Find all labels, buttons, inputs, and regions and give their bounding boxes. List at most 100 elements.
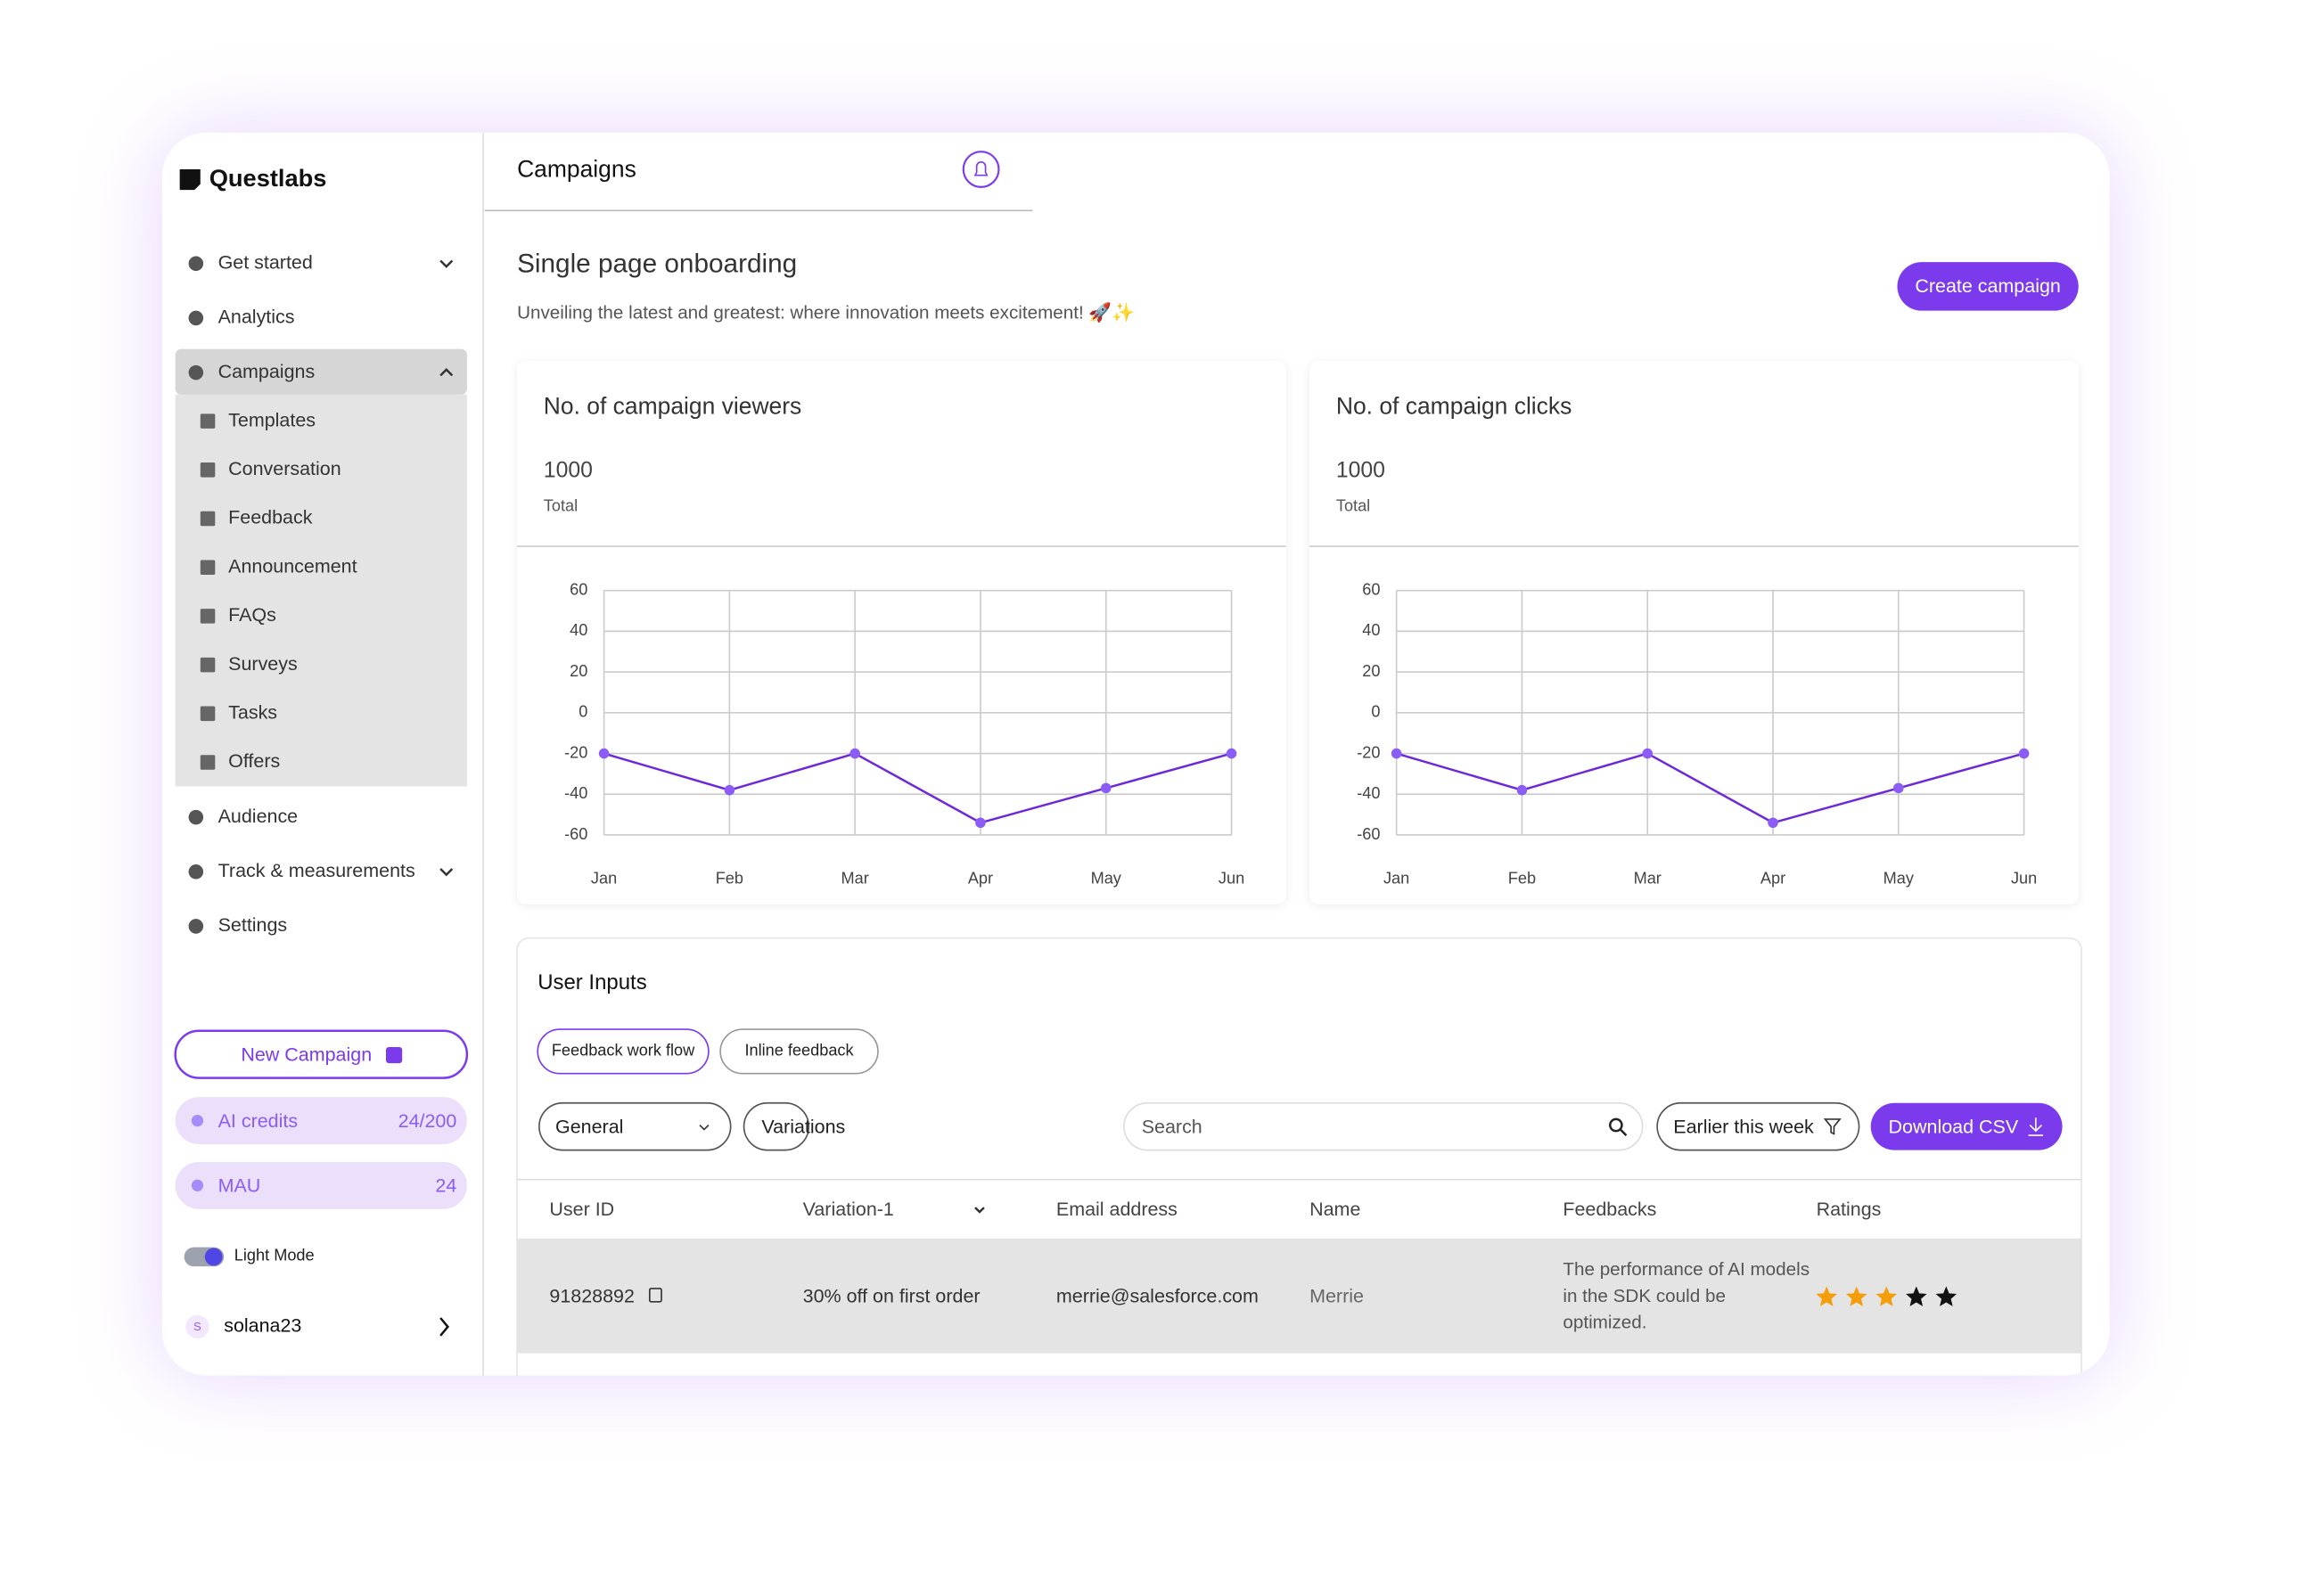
filter-icon [1823, 1118, 1842, 1135]
chart-card [517, 360, 1286, 904]
chevron [439, 1317, 450, 1337]
search-icon [1608, 1117, 1623, 1133]
nav-item[interactable]: Audience [218, 806, 299, 827]
submenu-item[interactable]: Announcement [228, 555, 357, 577]
tab-label: Feedback work flow [552, 1042, 695, 1060]
y-tick-label: 20 [570, 662, 587, 680]
nav-item[interactable]: Campaigns [218, 361, 316, 382]
nav-icon [200, 413, 216, 429]
point [598, 748, 610, 759]
submenu-item[interactable]: Templates [228, 409, 316, 430]
point [1100, 782, 1112, 794]
y-tick-label: -60 [1357, 825, 1380, 843]
nav-icon [200, 755, 216, 770]
y-tick-label: -60 [564, 825, 587, 843]
chevron [699, 1124, 710, 1131]
y-tick-label: 60 [570, 580, 587, 598]
create-button[interactable] [1897, 262, 2079, 311]
copy-icon[interactable] [648, 1288, 662, 1303]
column-header: Name [1309, 1199, 1360, 1220]
x-tick-label: Jun [1219, 869, 1244, 887]
nav-item[interactable]: Get started [218, 251, 313, 273]
search[interactable] [1123, 1101, 1644, 1151]
nav-icon [188, 809, 204, 825]
submenu-item[interactable]: Conversation [228, 458, 341, 479]
chart-total: 1000 [1336, 458, 1385, 482]
chart-title: No. of campaign clicks [1336, 393, 1572, 420]
cell: 30% off on first order [803, 1286, 981, 1307]
nav-item[interactable]: Analytics [218, 307, 295, 328]
date-filter[interactable] [1656, 1101, 1860, 1151]
point [2018, 748, 2030, 759]
tab[interactable] [537, 1028, 710, 1075]
column-header: Variation-1 [803, 1199, 894, 1220]
star [1845, 1286, 1867, 1306]
star [1935, 1286, 1957, 1306]
select[interactable] [538, 1101, 732, 1151]
column-header: User ID [549, 1199, 614, 1220]
search-icon [1619, 1128, 1628, 1136]
bell-icon [973, 161, 989, 176]
download-icon [2028, 1117, 2044, 1136]
submenu-item[interactable]: Tasks [228, 701, 277, 723]
chevron [439, 868, 454, 877]
nav-icon [188, 310, 204, 326]
star [1816, 1286, 1837, 1306]
bell-button[interactable] [962, 151, 1000, 188]
variations-button[interactable] [743, 1101, 810, 1151]
brand: Questlabs [209, 164, 327, 192]
x-tick-label: May [1091, 869, 1122, 887]
user-name: solana23 [224, 1315, 301, 1337]
page-title: Single page onboarding [517, 249, 797, 278]
y-tick-label: -40 [564, 784, 587, 802]
variations-label: Variations [761, 1117, 845, 1138]
nav-item[interactable]: Settings [218, 914, 288, 936]
line [603, 752, 1232, 824]
nav-icon [200, 462, 216, 478]
plus-icon [385, 1046, 403, 1064]
x-tick-label: Apr [968, 869, 993, 887]
y-tick-label: -20 [564, 743, 587, 761]
toggle-knob [204, 1248, 223, 1266]
nav-icon [200, 706, 216, 722]
x-tick-label: Mar [841, 869, 869, 887]
point [1516, 784, 1528, 796]
stat-icon [191, 1179, 204, 1191]
chart-total-label: Total [1336, 496, 1370, 514]
nav-icon [188, 919, 204, 934]
column-header: Ratings [1817, 1199, 1882, 1220]
chart-total-label: Total [544, 496, 578, 514]
page-subtitle: Unveiling the latest and greatest: where… [517, 301, 1135, 323]
download-button[interactable] [1870, 1102, 2063, 1150]
submenu-item[interactable]: Surveys [228, 653, 298, 675]
column-header: Feedbacks [1563, 1199, 1656, 1220]
toggle-label: Light Mode [234, 1246, 315, 1264]
nav-item[interactable]: Track & measurements [218, 860, 415, 881]
y-tick-label: 40 [570, 621, 587, 639]
cell: 91828892 [549, 1286, 635, 1307]
x-tick-label: Apr [1760, 869, 1785, 887]
submenu-item[interactable]: Offers [228, 750, 280, 772]
x-tick-label: May [1884, 869, 1915, 887]
point [724, 784, 735, 796]
search-placeholder: Search [1142, 1117, 1202, 1138]
tab[interactable] [719, 1028, 879, 1075]
submenu-item[interactable]: Feedback [228, 507, 313, 528]
point [1768, 817, 1778, 829]
y-tick-label: 20 [1362, 662, 1380, 680]
nav-icon [188, 364, 204, 381]
star [1875, 1286, 1898, 1306]
submenu-item[interactable]: FAQs [228, 604, 276, 626]
chart-card [1309, 360, 2079, 904]
stat-icon [191, 1114, 204, 1127]
chart-title: No. of campaign viewers [544, 393, 801, 420]
header-title: Campaigns [517, 156, 636, 183]
avatar [185, 1314, 209, 1339]
point [1226, 748, 1237, 759]
stat-value: 24/200 [398, 1110, 457, 1132]
select-label: General [555, 1117, 623, 1138]
stat-value: 24 [435, 1175, 456, 1197]
x-tick-label: Jan [591, 869, 617, 887]
new-campaign-button[interactable] [174, 1029, 469, 1079]
